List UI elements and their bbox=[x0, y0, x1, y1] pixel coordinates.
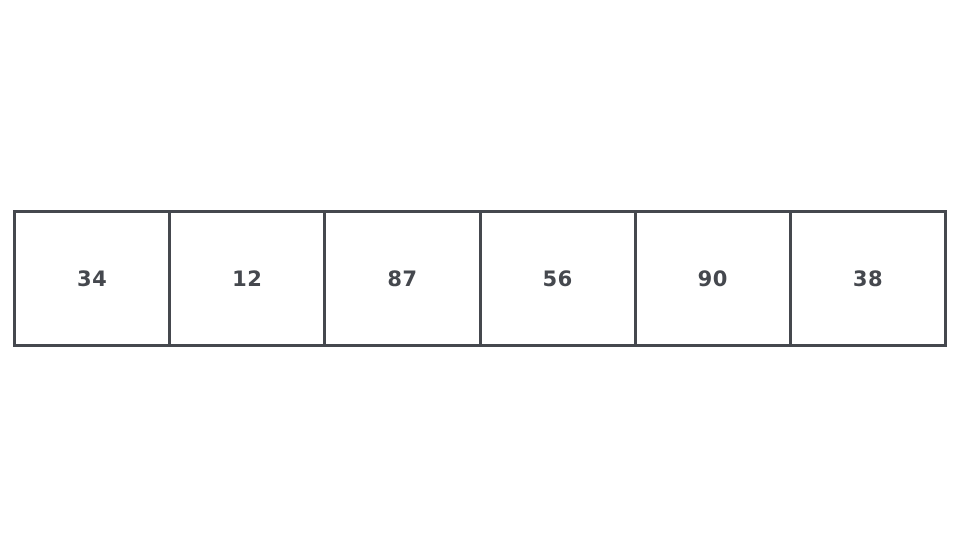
array-row: 34 12 87 56 90 38 bbox=[13, 210, 947, 347]
array-cell-4: 90 bbox=[633, 213, 789, 344]
array-cell-1: 12 bbox=[168, 213, 323, 344]
array-cell-value: 38 bbox=[852, 266, 884, 291]
array-cell-3: 56 bbox=[478, 213, 634, 344]
array-cell-value: 87 bbox=[387, 266, 418, 291]
array-cell-2: 87 bbox=[323, 213, 478, 344]
array-cell-value: 34 bbox=[76, 266, 108, 291]
array-cell-0: 34 bbox=[16, 213, 168, 344]
array-cell-value: 90 bbox=[697, 266, 728, 291]
array-cell-5: 38 bbox=[788, 213, 944, 344]
array-cell-value: 56 bbox=[542, 266, 573, 291]
array-cell-value: 12 bbox=[232, 266, 263, 291]
